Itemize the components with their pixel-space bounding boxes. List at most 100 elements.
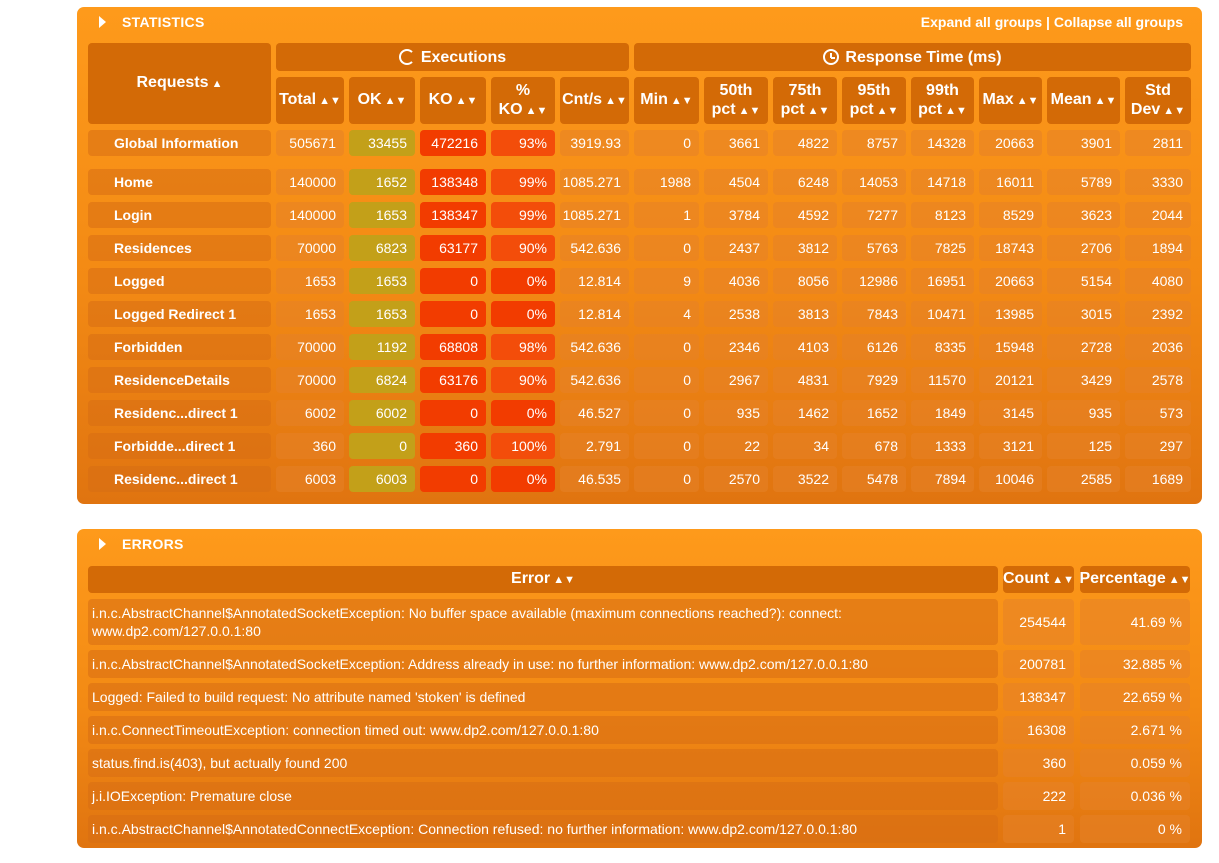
sort-arrows-icon[interactable]: ▲▼ [602,95,627,107]
stat-value: 12.814 [560,268,629,294]
column-header-total[interactable]: Total ▲▼ [276,77,344,124]
count-label: Count [1003,570,1050,587]
error-count: 254544 [1003,599,1074,645]
column-header-pct_ko_1[interactable]: % KO ▲▼ [491,77,555,124]
sort-arrows-icon[interactable]: ▲▼ [1160,104,1186,117]
stat-value: 0 [634,433,699,459]
errors-title[interactable]: ERRORS [122,536,184,552]
group-links: Expand all groups | Collapse all groups [921,14,1183,30]
stat-value: 6002 [276,400,344,426]
stat-value: 3330 [1125,169,1191,195]
stat-value: 0% [491,466,555,492]
expand-all-groups-link[interactable]: Expand all groups [920,14,1043,30]
error-label: Error [511,570,551,587]
sort-arrows-icon[interactable]: ▲▼ [667,95,693,107]
error-count: 138347 [1003,683,1074,711]
executions-group-header: Executions [276,43,629,71]
stat-value: 0 [634,466,699,492]
stat-value: 0 [634,130,699,156]
stat-value: 1894 [1125,235,1191,261]
stat-value: 12986 [842,268,906,294]
count-column-header[interactable]: Count ▲▼ [1003,566,1074,593]
stat-value: 0 [420,466,486,492]
collapse-all-groups-link[interactable]: Collapse all groups [1053,14,1183,30]
column-header-std_1[interactable]: Std Dev ▲▼ [1125,77,1191,124]
stat-value: 1653 [349,202,415,228]
requests-column-header[interactable]: Requests ▲ [88,43,271,124]
stat-value: 16951 [911,268,974,294]
stat-value: 6003 [276,466,344,492]
column-header-p50_1[interactable]: 50th pct ▲▼ [704,77,768,124]
column-label: Max [982,91,1014,108]
percentage-column-header[interactable]: Percentage ▲▼ [1080,566,1190,593]
stat-value: 8056 [773,268,837,294]
request-name[interactable]: Login [88,202,271,228]
stat-value: 2578 [1125,367,1191,393]
column-label: KO [498,100,523,118]
stat-value: 542.636 [560,367,629,393]
error-column-header[interactable]: Error ▲▼ [88,566,998,593]
column-header-mean[interactable]: Mean ▲▼ [1047,77,1120,124]
column-header-cnt_s[interactable]: Cnt/s ▲▼ [560,77,629,124]
stat-value: 3121 [979,433,1042,459]
stat-value: 6003 [349,466,415,492]
error-message: i.n.c.AbstractChannel$AnnotatedSocketExc… [88,650,998,678]
stat-value: 1085.271 [560,169,629,195]
sort-arrows-icon[interactable]: ▲▼ [452,95,478,107]
column-header-ko[interactable]: KO ▲▼ [420,77,486,124]
request-name[interactable]: Residenc...direct 1 [88,466,271,492]
stat-value: 8757 [842,130,906,156]
column-header-p99_1[interactable]: 99th pct ▲▼ [911,77,974,124]
expand-arrow-icon[interactable] [99,16,106,28]
links-separator: | [1042,14,1054,30]
stat-value: 22 [704,433,768,459]
sort-arrows-icon[interactable]: ▲▼ [522,104,548,117]
sort-arrows-icon[interactable]: ▲▼ [381,95,407,107]
request-name[interactable]: Forbidden [88,334,271,360]
sort-arrows-icon[interactable]: ▲▼ [1013,95,1039,107]
stat-value: 0 [634,334,699,360]
stat-value: 505671 [276,130,344,156]
error-message: i.n.c.AbstractChannel$AnnotatedConnectEx… [88,815,998,843]
sort-arrows-icon[interactable]: ▲▼ [735,104,761,117]
clock-icon [823,49,840,65]
request-name[interactable]: Residences [88,235,271,261]
request-name[interactable]: Home [88,169,271,195]
request-name[interactable]: Residenc...direct 1 [88,400,271,426]
sort-arrows-icon[interactable]: ▲▼ [316,95,341,107]
stat-value: 7825 [911,235,974,261]
request-name[interactable]: ResidenceDetails [88,367,271,393]
global-information-label[interactable]: Global Information [88,130,271,156]
sort-arrows-icon[interactable]: ▲▼ [1049,574,1074,586]
column-header-p75_1[interactable]: 75th pct ▲▼ [773,77,837,124]
column-header-min[interactable]: Min ▲▼ [634,77,699,124]
statistics-title[interactable]: STATISTICS [122,14,205,30]
stat-value: 360 [420,433,486,459]
sort-arrows-icon[interactable]: ▲▼ [550,574,575,586]
column-label: 99th [926,81,959,99]
column-header-max[interactable]: Max ▲▼ [979,77,1042,124]
stat-value: 5763 [842,235,906,261]
sort-arrows-icon[interactable]: ▲▼ [804,104,830,117]
sort-arrows-icon[interactable]: ▲▼ [1091,95,1117,107]
stat-value: 6823 [349,235,415,261]
stat-value: 2538 [704,301,768,327]
request-name[interactable]: Logged Redirect 1 [88,301,271,327]
stat-value: 0 [420,268,486,294]
sort-arrows-icon[interactable]: ▲ [208,78,223,90]
column-label: OK [357,91,382,108]
expand-arrow-icon[interactable] [99,538,106,550]
stat-value: 12.814 [560,301,629,327]
request-name[interactable]: Forbidde...direct 1 [88,433,271,459]
column-header-p95_1[interactable]: 95th pct ▲▼ [842,77,906,124]
sort-arrows-icon[interactable]: ▲▼ [873,104,899,117]
request-name[interactable]: Logged [88,268,271,294]
stat-value: 0 [634,400,699,426]
stat-value: 20663 [979,268,1042,294]
stat-value: 4103 [773,334,837,360]
sort-arrows-icon[interactable]: ▲▼ [1165,574,1190,586]
stat-value: 13985 [979,301,1042,327]
sort-arrows-icon[interactable]: ▲▼ [942,104,967,117]
stat-value: 125 [1047,433,1120,459]
column-header-ok[interactable]: OK ▲▼ [349,77,415,124]
